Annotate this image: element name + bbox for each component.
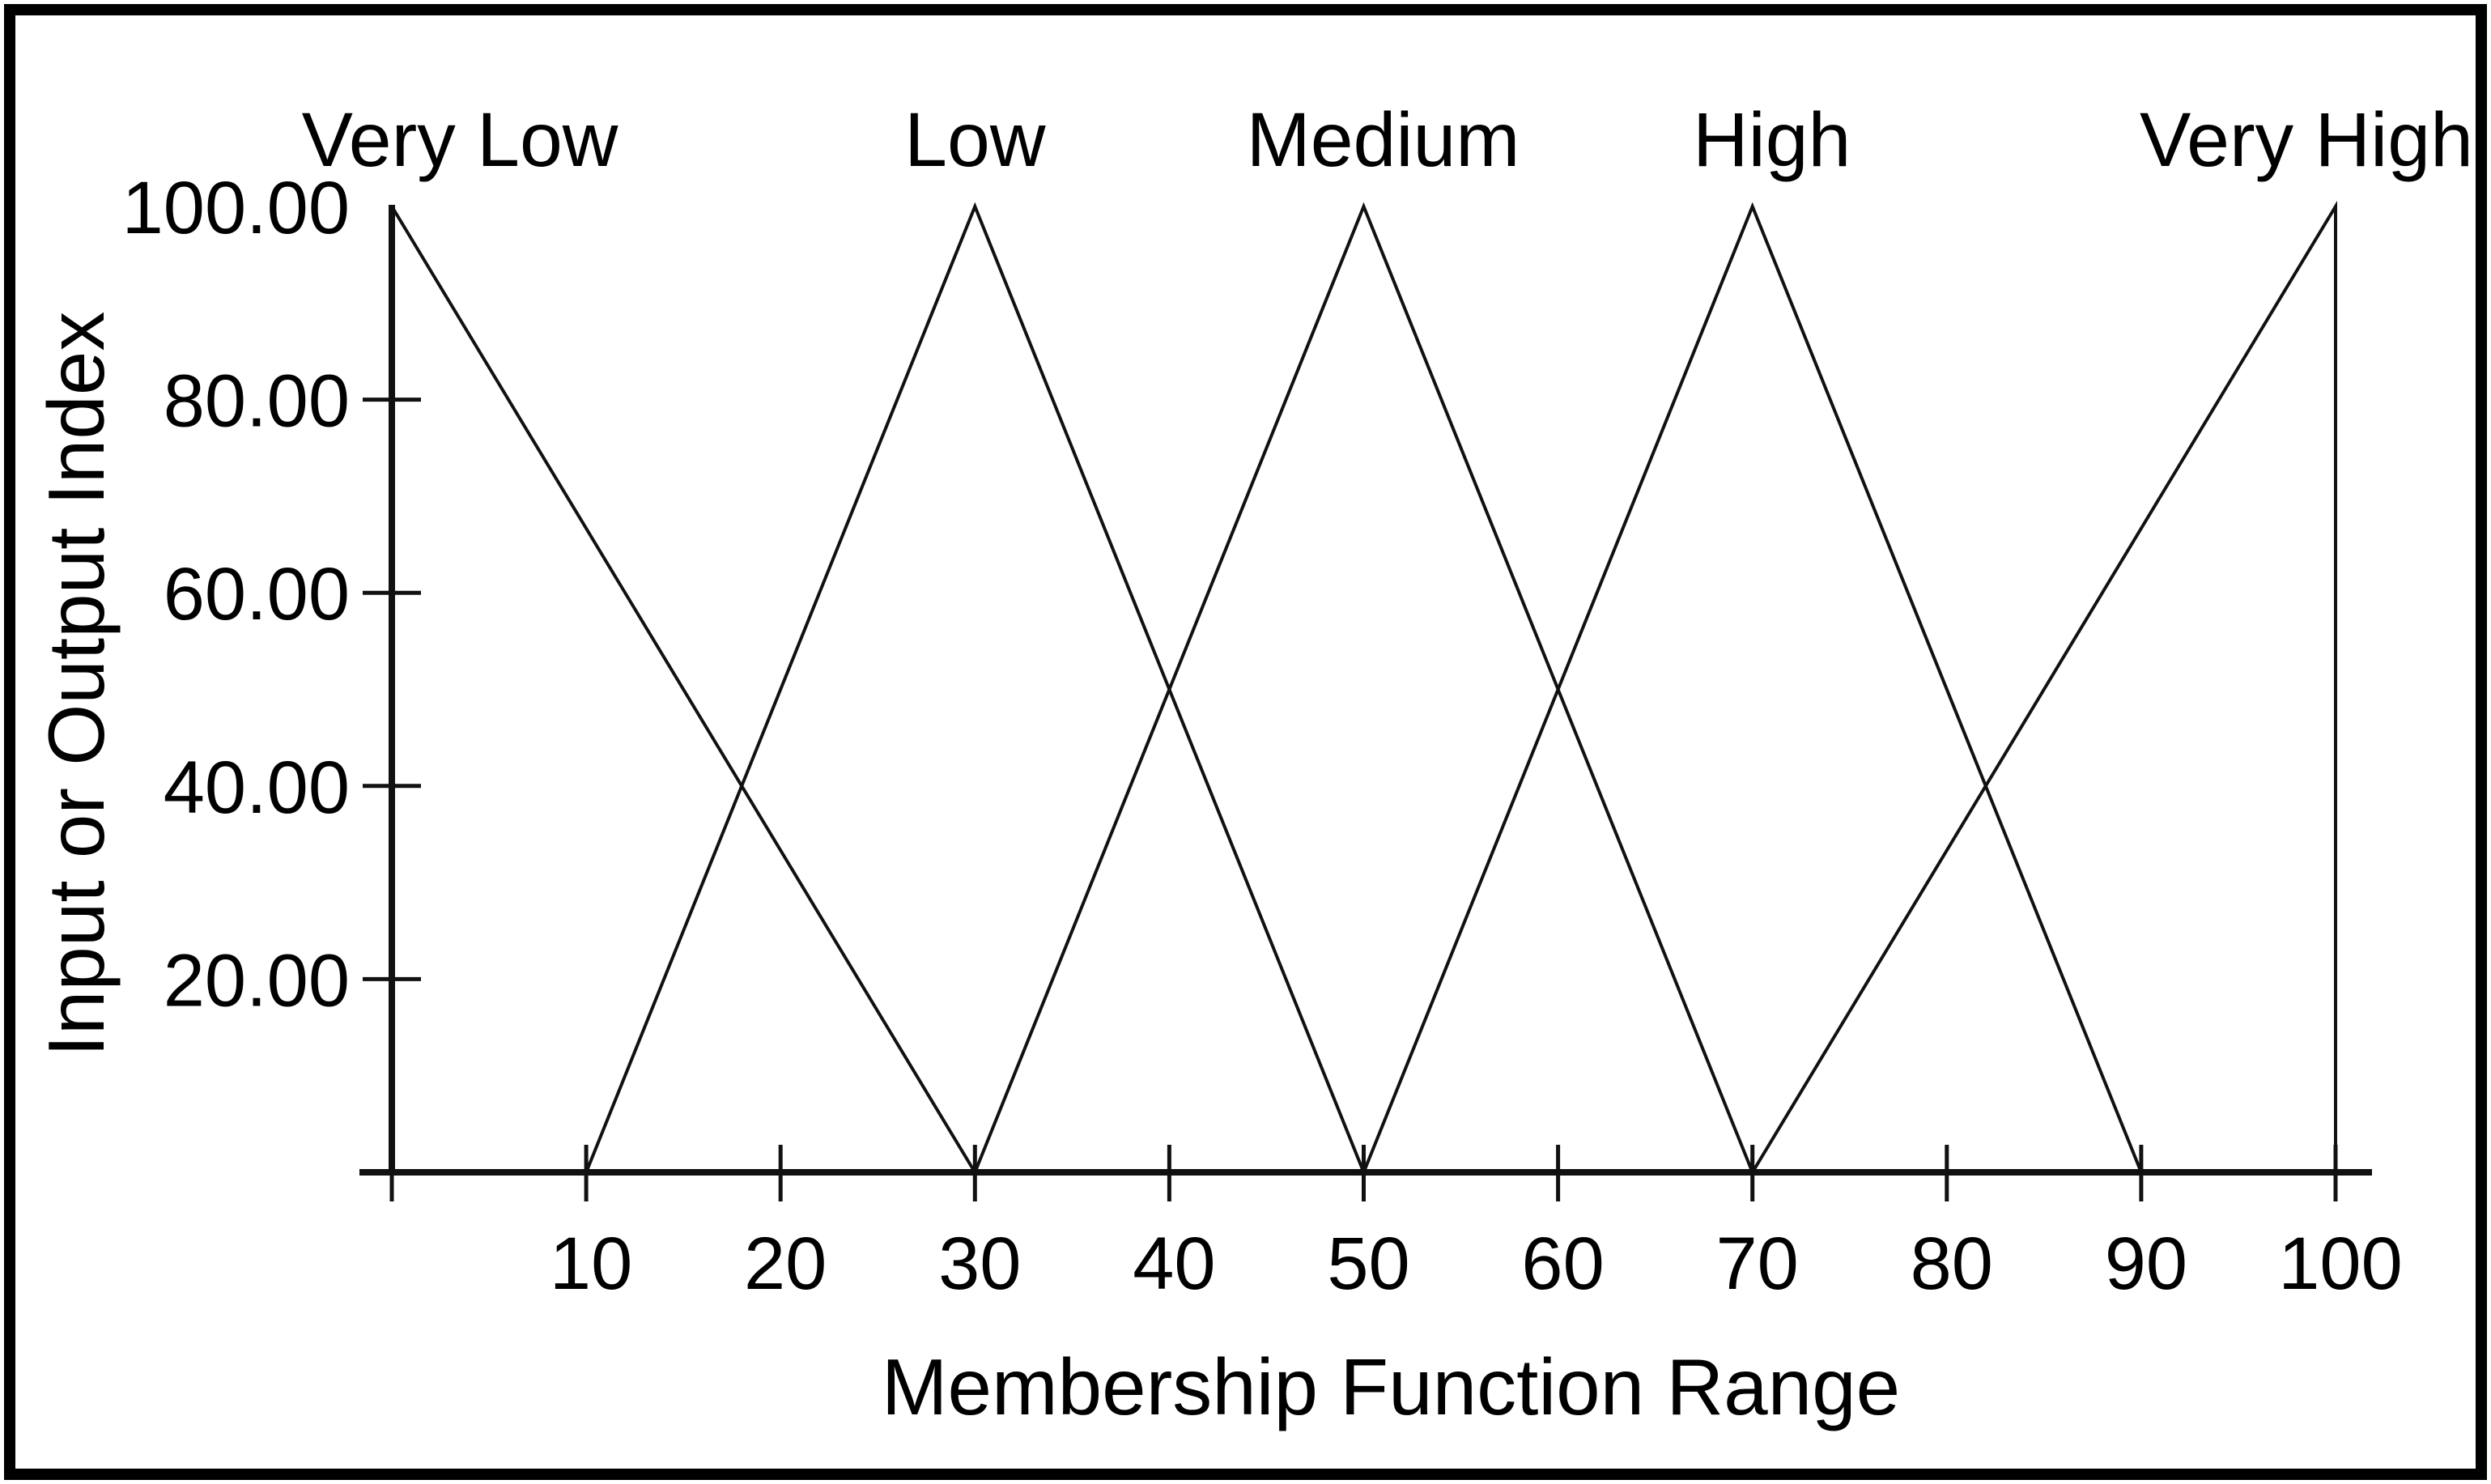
x-tick-label-70: 70	[1716, 1222, 1799, 1305]
x-tick-label-60: 60	[1521, 1222, 1604, 1305]
x-axis-title: Membership Function Range	[882, 1342, 1900, 1431]
series-label-very-low: Very Low	[302, 97, 618, 183]
y-tick-label-100: 100.00	[122, 167, 350, 249]
series-label-medium: Medium	[1247, 97, 1520, 183]
series-line-very-high	[1750, 200, 2337, 1174]
figure-border	[4, 4, 2487, 1480]
x-tick-label-100: 100	[2278, 1222, 2403, 1305]
series-line-medium	[973, 202, 1754, 1173]
y-axis-title: Input or Output Index	[32, 312, 121, 1057]
x-tick-label-40: 40	[1133, 1222, 1215, 1305]
x-tick-label-20: 20	[744, 1222, 827, 1305]
series-line-very-low	[390, 205, 977, 1174]
series-line-high	[1362, 202, 2143, 1173]
x-tick-label-80: 80	[1911, 1222, 1993, 1305]
series-line-low	[584, 202, 1366, 1173]
y-tick-label-80: 80.00	[164, 360, 350, 443]
x-tick-label-30: 30	[938, 1222, 1021, 1305]
x-tick-label-50: 50	[1327, 1222, 1409, 1305]
series-label-high: High	[1693, 97, 1851, 183]
y-tick-label-40: 40.00	[164, 746, 350, 829]
x-tick-label-10: 10	[550, 1222, 632, 1305]
x-tick-label-90: 90	[2105, 1222, 2187, 1305]
series-label-very-high: Very High	[2140, 97, 2473, 183]
series-label-low: Low	[904, 97, 1046, 183]
y-tick-label-60: 60.00	[164, 553, 350, 636]
y-tick-label-20: 20.00	[164, 939, 350, 1022]
